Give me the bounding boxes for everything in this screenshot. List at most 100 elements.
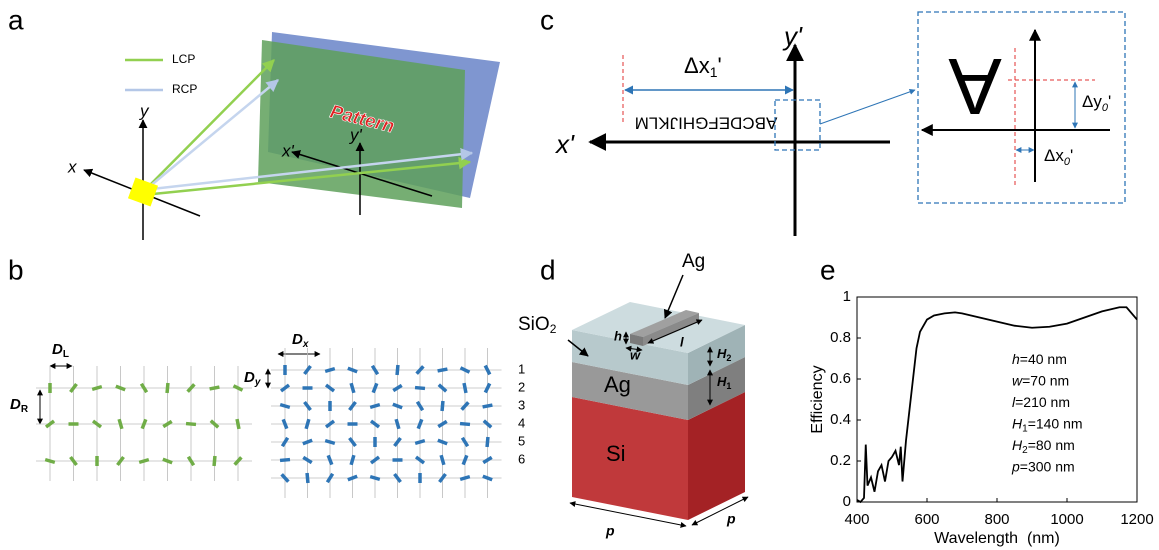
meta-atom <box>70 384 76 392</box>
tspan: 2 <box>726 353 731 363</box>
axis-label: y' <box>349 125 363 144</box>
meta-atom <box>328 455 332 464</box>
annotation-text: =300 nm <box>1020 458 1075 474</box>
annotation-var: h <box>1012 351 1020 367</box>
label: Ag <box>604 372 631 397</box>
annotation-text: =80 nm <box>1028 437 1075 453</box>
dimension-label: Δx0' <box>1044 146 1073 167</box>
tspan: ' <box>1070 146 1073 165</box>
meta-atom <box>394 438 400 446</box>
annotation-text: =40 nm <box>1020 351 1067 367</box>
panel-label: a <box>8 4 24 35</box>
pattern-text: ABCDEFGHIJKLM <box>635 114 778 133</box>
meta-atom <box>484 421 491 428</box>
tspan: D <box>10 396 21 413</box>
row-label: 6 <box>518 451 525 466</box>
dimension-label: Dx <box>292 331 309 350</box>
annotation-var: p <box>1011 458 1020 474</box>
tspan: Δy <box>1082 92 1102 111</box>
meta-atom <box>463 455 467 464</box>
axis-label: x' <box>554 129 575 159</box>
meta-atom <box>214 456 215 466</box>
meta-atom <box>461 368 470 372</box>
meta-atom <box>439 474 445 482</box>
dimension-label: Δy0' <box>1082 92 1111 113</box>
meta-atom <box>139 460 149 463</box>
meta-atom <box>282 474 289 481</box>
meta-atom <box>418 419 422 428</box>
meta-atom <box>326 421 334 427</box>
meta-atom <box>325 441 335 444</box>
x-tick-label: 1200 <box>1120 511 1153 528</box>
legend-label: LCP <box>172 52 195 66</box>
meta-atom <box>417 402 422 410</box>
meta-atom <box>167 383 168 393</box>
meta-atom <box>348 368 357 372</box>
meta-atom <box>281 385 289 391</box>
meta-atom <box>415 441 425 444</box>
tspan: x <box>302 339 309 350</box>
meta-atom <box>326 385 334 391</box>
beam <box>143 60 274 192</box>
dimension-label: Δx1' <box>684 53 722 80</box>
meta-atom <box>280 460 290 461</box>
row-label: 4 <box>518 415 525 430</box>
meta-atom <box>487 437 488 447</box>
dimension-label: DR <box>10 396 29 415</box>
meta-atom <box>397 365 398 375</box>
meta-atom <box>283 419 287 428</box>
axis-label: y' <box>782 21 803 51</box>
label: Si <box>606 441 626 466</box>
y-tick-label: 0.6 <box>830 370 851 387</box>
panel-c: y' x' Δx1' ABCDEFGHIJKLM A Δy0' Δx0' <box>554 12 1125 236</box>
tspan: 2 <box>550 322 557 336</box>
meta-atom <box>45 460 55 463</box>
annotation: H2=80 nm <box>1012 437 1075 456</box>
dimension-label: Dy <box>244 369 261 388</box>
beam <box>143 80 278 192</box>
label: p <box>605 523 615 539</box>
y-tick-label: 0.8 <box>830 329 851 346</box>
label: SiO2 <box>518 314 557 336</box>
meta-atom <box>417 366 424 373</box>
meta-atom <box>307 473 308 483</box>
label: h <box>614 328 622 343</box>
meta-atom <box>211 421 218 428</box>
meta-atom <box>210 387 220 389</box>
meta-atom <box>93 421 101 427</box>
annotation: H1=140 nm <box>1012 415 1083 434</box>
meta-atom <box>439 385 446 392</box>
meta-atom <box>325 369 335 372</box>
meta-atom <box>370 477 380 480</box>
panel-label: e <box>820 254 836 285</box>
meta-atom <box>117 457 123 465</box>
x-tick-label: 800 <box>984 511 1009 528</box>
meta-atom <box>282 438 287 446</box>
legend-label: RCP <box>172 82 197 96</box>
x-tick-label: 1000 <box>1050 511 1083 528</box>
meta-atom <box>393 385 401 390</box>
meta-atom <box>396 419 399 429</box>
meta-atom <box>393 404 402 408</box>
y-tick-label: 1 <box>843 288 851 305</box>
meta-atom <box>373 383 377 392</box>
meta-atom <box>188 457 193 465</box>
tspan: SiO <box>518 314 550 335</box>
meta-atom <box>234 386 243 390</box>
axis-label: y <box>139 101 150 120</box>
meta-atom <box>237 419 239 429</box>
tspan: 1 <box>710 64 718 80</box>
panel-d: Ag SiO2 h w l H2 H1 Ag Si p p <box>518 251 748 539</box>
tspan: y <box>254 377 261 388</box>
meta-atom <box>327 474 332 482</box>
connector <box>820 90 915 124</box>
meta-atom <box>441 455 444 465</box>
annotation: l=210 nm <box>1012 394 1070 410</box>
meta-atom <box>442 401 443 411</box>
meta-atom <box>303 457 311 462</box>
y-tick-label: 0 <box>843 493 851 510</box>
x-tick-label: 400 <box>844 511 869 528</box>
meta-atom <box>464 383 466 393</box>
tspan: D <box>244 369 255 386</box>
meta-atom <box>462 438 467 446</box>
